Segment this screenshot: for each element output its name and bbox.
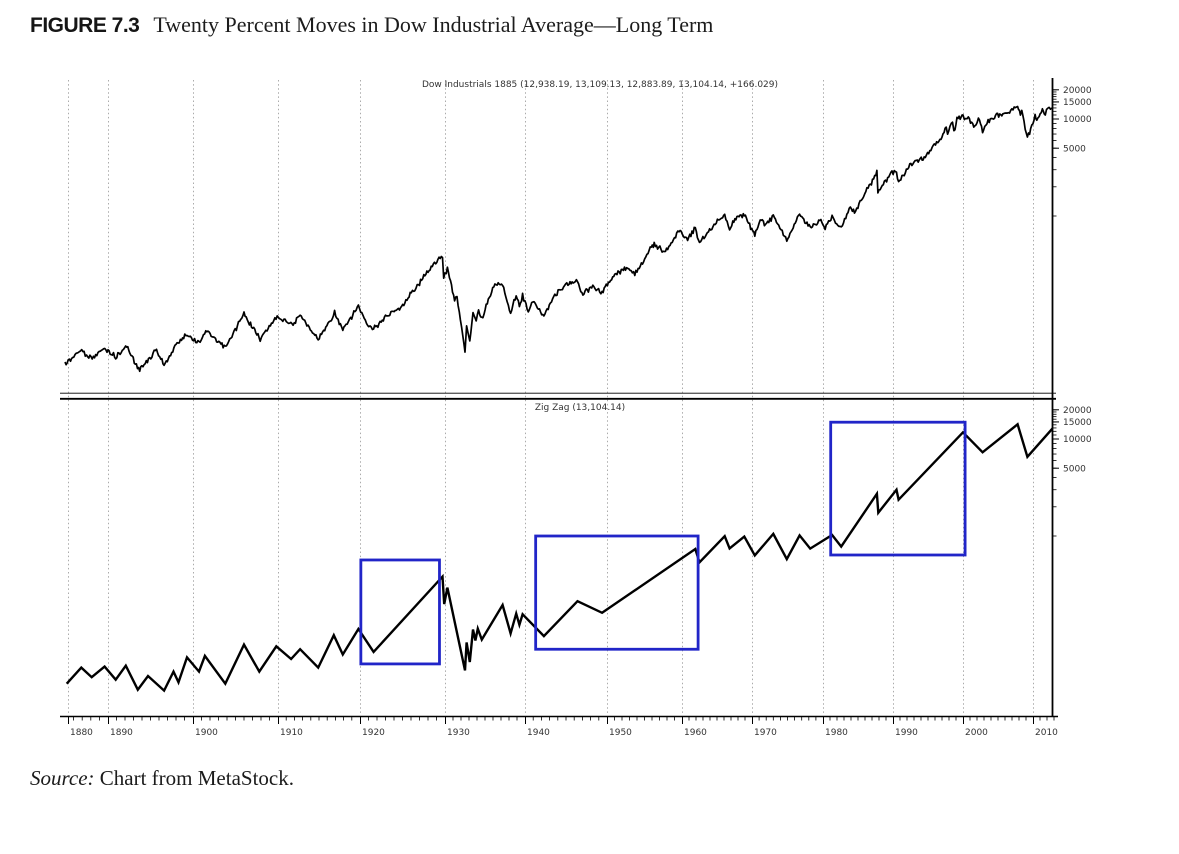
x-axis-label: 1910 bbox=[280, 728, 303, 738]
source-prefix: Source: bbox=[30, 766, 95, 790]
figure-label: FIGURE 7.3 bbox=[30, 14, 140, 37]
x-axis-label: 1980 bbox=[825, 728, 848, 738]
x-axis-label: 1890 bbox=[110, 728, 133, 738]
x-axis-label: 1900 bbox=[195, 728, 218, 738]
x-axis-label: 1960 bbox=[684, 728, 707, 738]
figure-title: Twenty Percent Moves in Dow Industrial A… bbox=[153, 12, 714, 37]
bottom-panel-label: Zig Zag (13,104.14) bbox=[535, 403, 625, 413]
y-axis-label: 20000 bbox=[1063, 406, 1092, 416]
x-axis-label: 2010 bbox=[1035, 728, 1058, 738]
y-axis-label: 15000 bbox=[1063, 418, 1092, 428]
top-panel-label: Dow Industrials 1885 (12,938.19, 13,109.… bbox=[422, 80, 778, 90]
dow-price-panel bbox=[64, 105, 1053, 373]
y-axis-label: 15000 bbox=[1063, 98, 1092, 108]
source-line: Source: Chart from MetaStock. bbox=[30, 766, 294, 791]
x-axis-label: 1990 bbox=[895, 728, 918, 738]
dow-price-line bbox=[64, 105, 1053, 373]
y-axis-label: 20000 bbox=[1063, 86, 1092, 96]
x-axis-label: 1950 bbox=[609, 728, 632, 738]
x-axis-label: 1940 bbox=[527, 728, 550, 738]
y-axis-label: 5000 bbox=[1063, 144, 1086, 154]
zigzag-line bbox=[65, 422, 1053, 693]
zigzag-panel bbox=[65, 422, 1053, 693]
axes bbox=[60, 78, 1059, 724]
y-axis-label: 10000 bbox=[1063, 435, 1092, 445]
y-axis-label: 10000 bbox=[1063, 115, 1092, 125]
x-axis-label: 1970 bbox=[754, 728, 777, 738]
axis-labels: 20000 15000 10000 5000 20000 15000 10000 5000 18… bbox=[70, 86, 1092, 738]
source-text: Chart from MetaStock. bbox=[99, 766, 294, 790]
x-axis-label: 1880 bbox=[70, 728, 93, 738]
x-axis-label: 1920 bbox=[362, 728, 385, 738]
twenty-percent-move-box bbox=[534, 534, 700, 651]
twenty-percent-move-box bbox=[829, 420, 967, 557]
y-axis-label: 5000 bbox=[1063, 464, 1086, 474]
x-axis-label: 2000 bbox=[965, 728, 988, 738]
figure-caption: FIGURE 7.3 Twenty Percent Moves in Dow In… bbox=[30, 12, 713, 38]
highlight-boxes bbox=[359, 420, 967, 666]
x-axis-label: 1930 bbox=[447, 728, 470, 738]
twenty-percent-move-box bbox=[359, 558, 441, 666]
